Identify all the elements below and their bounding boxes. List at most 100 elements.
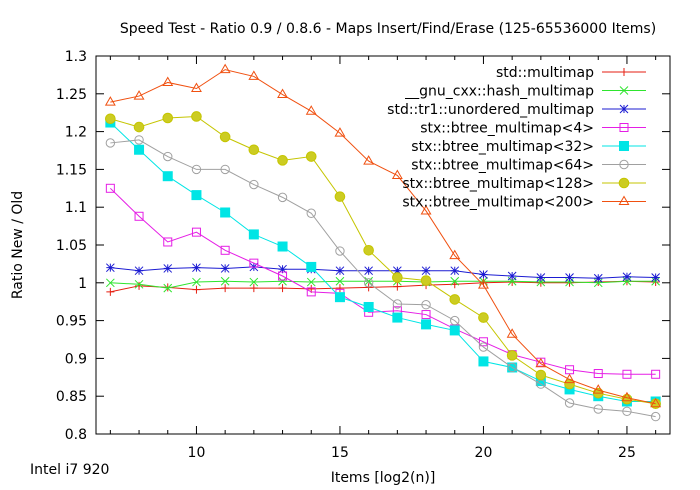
data-point <box>450 276 460 286</box>
legend-label: stx::btree_multimap<4> <box>420 121 594 137</box>
data-point <box>249 284 258 293</box>
legend-marker <box>619 141 629 151</box>
data-point <box>536 273 546 282</box>
data-point <box>621 391 633 402</box>
legend-entry: stx::btree_multimap<32> <box>411 139 646 155</box>
data-point <box>134 135 144 145</box>
data-point <box>479 270 488 279</box>
data-point <box>248 70 260 80</box>
x-tick-label: 25 <box>618 445 636 461</box>
data-point <box>190 82 202 93</box>
x-tick-label: 15 <box>331 445 349 461</box>
data-point <box>305 105 317 115</box>
data-point <box>506 350 518 361</box>
data-point <box>593 273 603 283</box>
data-point <box>421 266 431 276</box>
data-point <box>392 266 402 276</box>
data-point <box>219 131 231 143</box>
data-point <box>105 278 115 288</box>
data-point <box>220 276 230 286</box>
data-point <box>651 369 661 379</box>
data-point <box>478 342 489 352</box>
data-point <box>393 282 402 291</box>
legend: std::multimap__gnu_cxx::hash_multimapstd… <box>387 65 646 211</box>
x-axis-label: Items [log2(n)] <box>331 470 436 486</box>
data-point <box>133 121 145 133</box>
data-point <box>192 277 201 287</box>
legend-marker <box>619 104 629 114</box>
data-point <box>593 278 603 288</box>
legend-label: stx::btree_multimap<32> <box>411 139 594 155</box>
series-line <box>110 187 656 375</box>
cpu-footnote: Intel i7 920 <box>30 462 109 478</box>
data-point <box>162 112 174 124</box>
data-point <box>593 369 603 379</box>
data-point <box>248 144 260 156</box>
data-point <box>220 245 230 255</box>
data-point <box>363 278 374 288</box>
data-point <box>392 312 403 323</box>
data-point <box>134 144 145 155</box>
legend-marker <box>619 86 629 95</box>
legend-marker <box>620 68 628 76</box>
series-6 <box>105 111 661 410</box>
x-tick-label: 10 <box>188 445 206 461</box>
data-point <box>162 76 174 86</box>
data-point <box>421 310 431 320</box>
data-point <box>391 169 403 179</box>
series-line <box>110 139 656 418</box>
data-point <box>306 287 316 297</box>
data-point <box>278 284 287 293</box>
y-axis-label: Ratio New / Old <box>10 191 26 299</box>
x-tick-label: 20 <box>475 445 493 461</box>
data-point <box>478 312 489 323</box>
data-point <box>249 179 259 190</box>
legend-entry: stx::btree_multimap<128> <box>402 176 646 192</box>
plot-frame <box>95 55 671 435</box>
data-point <box>249 277 259 287</box>
series-7 <box>104 63 662 408</box>
data-point <box>507 271 517 281</box>
legend-marker <box>619 159 629 170</box>
data-point <box>392 299 403 309</box>
data-point <box>622 276 632 286</box>
data-point <box>536 277 546 287</box>
data-point <box>191 111 202 122</box>
y-tick-label: 1 <box>78 276 87 292</box>
data-point <box>335 266 345 276</box>
series-5 <box>105 135 661 422</box>
data-point <box>192 285 201 294</box>
data-point <box>535 369 547 381</box>
series-line <box>110 266 656 279</box>
legend-label: std::tr1::unordered_multimap <box>387 102 594 118</box>
y-tick-label: 1.2 <box>65 125 87 141</box>
data-point <box>449 294 461 305</box>
series-line <box>110 280 656 289</box>
series-line <box>110 69 656 405</box>
data-point <box>478 356 489 367</box>
data-point <box>622 369 632 379</box>
legend-marker <box>619 123 629 132</box>
y-tick-label: 0.9 <box>65 351 87 367</box>
legend-entry: std::multimap <box>496 65 646 81</box>
data-point <box>622 272 632 282</box>
data-point <box>306 208 316 218</box>
data-point <box>135 281 144 290</box>
data-point <box>564 398 575 408</box>
data-point <box>105 183 115 193</box>
data-point <box>105 113 116 125</box>
legend-marker <box>618 177 630 189</box>
legend-label: stx::btree_multimap<128> <box>402 176 594 192</box>
data-point <box>133 90 145 100</box>
data-point <box>192 263 201 273</box>
legend-label: __gnu_cxx::hash_multimap <box>404 84 594 100</box>
data-point <box>305 151 317 162</box>
data-point <box>364 266 374 276</box>
data-point <box>163 264 173 273</box>
data-point <box>134 211 144 221</box>
data-point <box>564 373 576 384</box>
data-point <box>162 171 173 182</box>
data-point <box>191 190 202 201</box>
data-point <box>420 275 432 286</box>
data-point <box>278 264 287 274</box>
